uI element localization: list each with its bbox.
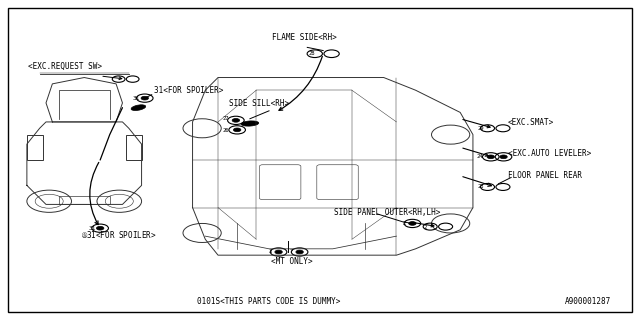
Text: SIDE PANEL OUTER<RH,LH>: SIDE PANEL OUTER<RH,LH> xyxy=(333,208,440,217)
Text: <EXC.REQUEST SW>: <EXC.REQUEST SW> xyxy=(28,62,102,71)
Text: <EXC.SMAT>: <EXC.SMAT> xyxy=(508,118,554,127)
Ellipse shape xyxy=(241,121,259,126)
Text: 26: 26 xyxy=(223,128,230,133)
Text: 31<FOR SPOILER>: 31<FOR SPOILER> xyxy=(154,86,224,95)
Text: 23: 23 xyxy=(477,184,484,189)
Circle shape xyxy=(500,155,508,159)
Circle shape xyxy=(97,226,104,230)
Text: <EXC.AUTO LEVELER>: <EXC.AUTO LEVELER> xyxy=(508,149,591,158)
Text: A900001287: A900001287 xyxy=(564,297,611,306)
Text: 28: 28 xyxy=(308,51,315,56)
Text: FLOOR PANEL REAR: FLOOR PANEL REAR xyxy=(508,172,582,180)
Text: 29: 29 xyxy=(477,126,484,131)
Text: FLAME SIDE<RH>: FLAME SIDE<RH> xyxy=(272,33,337,42)
Circle shape xyxy=(275,250,282,254)
Text: $\circledS$31<FOR SPOILER>: $\circledS$31<FOR SPOILER> xyxy=(81,229,157,240)
Circle shape xyxy=(232,118,239,122)
Circle shape xyxy=(234,128,241,132)
Text: <MT ONLY>: <MT ONLY> xyxy=(271,257,312,266)
Circle shape xyxy=(409,221,416,225)
Text: 31: 31 xyxy=(88,226,96,231)
Bar xyxy=(27,135,43,160)
Text: 2: 2 xyxy=(403,221,406,226)
Circle shape xyxy=(141,96,148,100)
Text: SIDE SILL<RH>: SIDE SILL<RH> xyxy=(229,99,289,108)
Text: 3: 3 xyxy=(268,250,271,254)
Text: 2: 2 xyxy=(424,225,427,230)
Text: 7: 7 xyxy=(289,250,292,254)
Bar xyxy=(125,135,141,160)
Text: 24: 24 xyxy=(477,154,483,159)
Text: 31: 31 xyxy=(133,96,140,101)
Circle shape xyxy=(487,155,495,159)
Circle shape xyxy=(296,250,303,254)
Bar xyxy=(59,196,109,204)
Text: 27: 27 xyxy=(223,116,230,121)
Ellipse shape xyxy=(131,105,146,110)
Text: 0101S<THIS PARTS CODE IS DUMMY>: 0101S<THIS PARTS CODE IS DUMMY> xyxy=(197,297,340,306)
